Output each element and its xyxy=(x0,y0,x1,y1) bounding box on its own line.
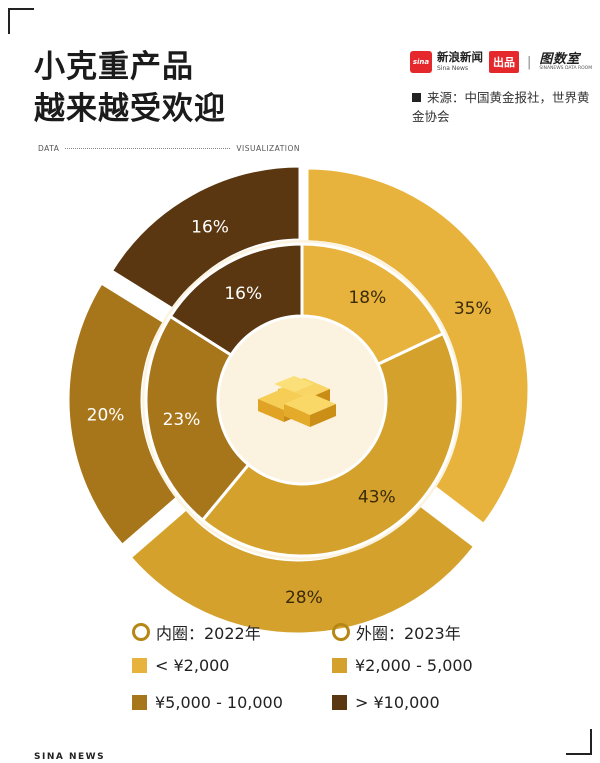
brand-bar: sina 新浪新闻 Sina News 出品 | 图数室 SINANEWS DA… xyxy=(410,50,592,74)
legend-swatch xyxy=(332,658,347,673)
legend-swatch xyxy=(132,658,147,673)
legend-inner-ring: 内圈：2022年 xyxy=(132,620,261,644)
brand-separator: | xyxy=(527,54,532,70)
sina-brand-name: 新浪新闻 Sina News xyxy=(437,50,483,72)
legend-swatch xyxy=(132,695,147,710)
corner-decoration-top-left xyxy=(8,8,34,34)
source-square-icon xyxy=(412,93,421,102)
inner-slice-3 xyxy=(168,242,304,358)
inner-slice-1 xyxy=(200,331,460,558)
legend-item-2000-5000: ¥2,000 - 5,000 xyxy=(332,656,473,675)
visualization-label: VISUALIZATION xyxy=(236,144,300,153)
data-label: DATA xyxy=(38,144,60,153)
footer-brand: SINA NEWS xyxy=(34,752,106,762)
inner-label-2: 23% xyxy=(163,410,201,430)
outer-label-3: 16% xyxy=(191,217,229,237)
gold-bars-icon xyxy=(258,376,336,427)
inner-ring-2022 xyxy=(144,242,460,558)
corner-decoration-bottom-right xyxy=(566,729,592,755)
legend-item-over-10000: > ¥10,000 xyxy=(332,693,440,712)
legend-item-5000-10000: ¥5,000 - 10,000 xyxy=(132,693,283,712)
outer-label-1: 28% xyxy=(285,588,323,608)
page-title: 小克重产品 越来越受欢迎 xyxy=(34,46,226,130)
sina-logo-icon: sina xyxy=(410,51,432,73)
outer-label-0: 35% xyxy=(454,299,492,319)
legend-item-under-2000: < ¥2,000 xyxy=(132,656,229,675)
inner-slice-2 xyxy=(144,314,251,523)
chart-data-labels: 18% 43% 23% 16% 35% 28% 20% 16% xyxy=(87,217,492,608)
legend-swatch xyxy=(332,695,347,710)
outer-label-2: 20% xyxy=(87,406,125,426)
inner-label-0: 18% xyxy=(348,288,386,308)
tushuoshi-logo: 图数室 SINANEWS DATA ROOM xyxy=(539,51,593,71)
source-note: 来源：中国黄金报社，世界黄金协会 xyxy=(412,90,590,124)
legend-outer-ring: 外圈：2023年 xyxy=(332,620,461,644)
ring-icon xyxy=(132,623,150,641)
inner-label-3: 16% xyxy=(224,284,262,304)
chupin-badge: 出品 xyxy=(489,51,519,73)
dotted-divider xyxy=(65,148,231,149)
header-data-row: DATA VISUALIZATION xyxy=(38,144,300,153)
title-line-2: 越来越受欢迎 xyxy=(34,91,226,127)
title-line-1: 小克重产品 xyxy=(34,46,226,88)
inner-label-1: 43% xyxy=(358,487,396,507)
ring-icon xyxy=(332,623,350,641)
